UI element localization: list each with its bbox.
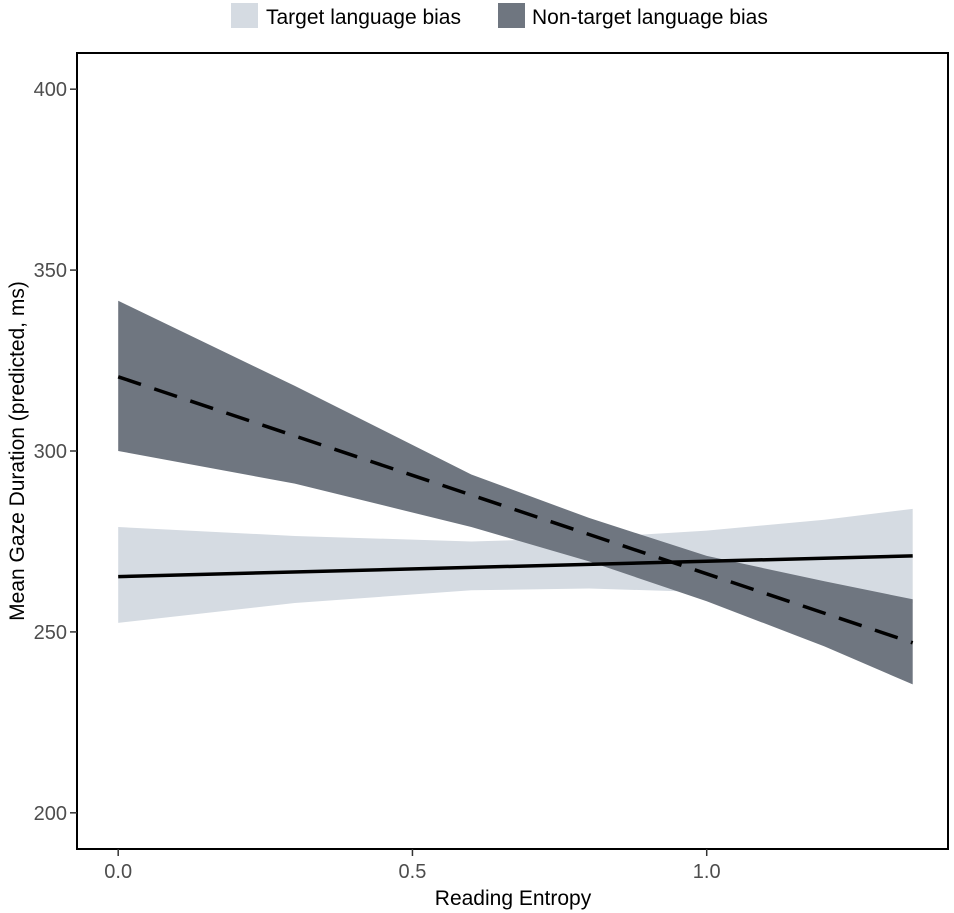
legend-key-target-language-bias (231, 3, 258, 28)
fit-line-target-language-bias (118, 554, 913, 579)
y-tick-label: 300 (34, 441, 67, 463)
x-axis-label: Reading Entropy (435, 887, 592, 910)
x-axis: 0.0 0.5 1.0 (104, 849, 721, 883)
x-tick-label: 1.0 (693, 861, 721, 883)
legend: Target language bias Non-target language… (231, 3, 768, 29)
y-tick-label: 250 (34, 622, 67, 644)
x-tick-label: 0.5 (399, 861, 427, 883)
legend-label-non-target-language-bias: Non-target language bias (532, 6, 768, 29)
y-tick-label: 350 (34, 260, 67, 282)
legend-label-target-language-bias: Target language bias (266, 6, 461, 29)
fit-line-non-target-language-bias (117, 375, 914, 645)
y-axis: 200 250 300 350 400 (34, 79, 77, 825)
confidence-band-non-target-language-bias (118, 300, 913, 685)
x-tick-label: 0.0 (104, 861, 132, 883)
y-tick-label: 400 (34, 79, 67, 101)
legend-key-non-target-language-bias (498, 3, 525, 28)
y-tick-label: 200 (34, 803, 67, 825)
y-axis-label: Mean Gaze Duration (predicted, ms) (6, 281, 29, 621)
